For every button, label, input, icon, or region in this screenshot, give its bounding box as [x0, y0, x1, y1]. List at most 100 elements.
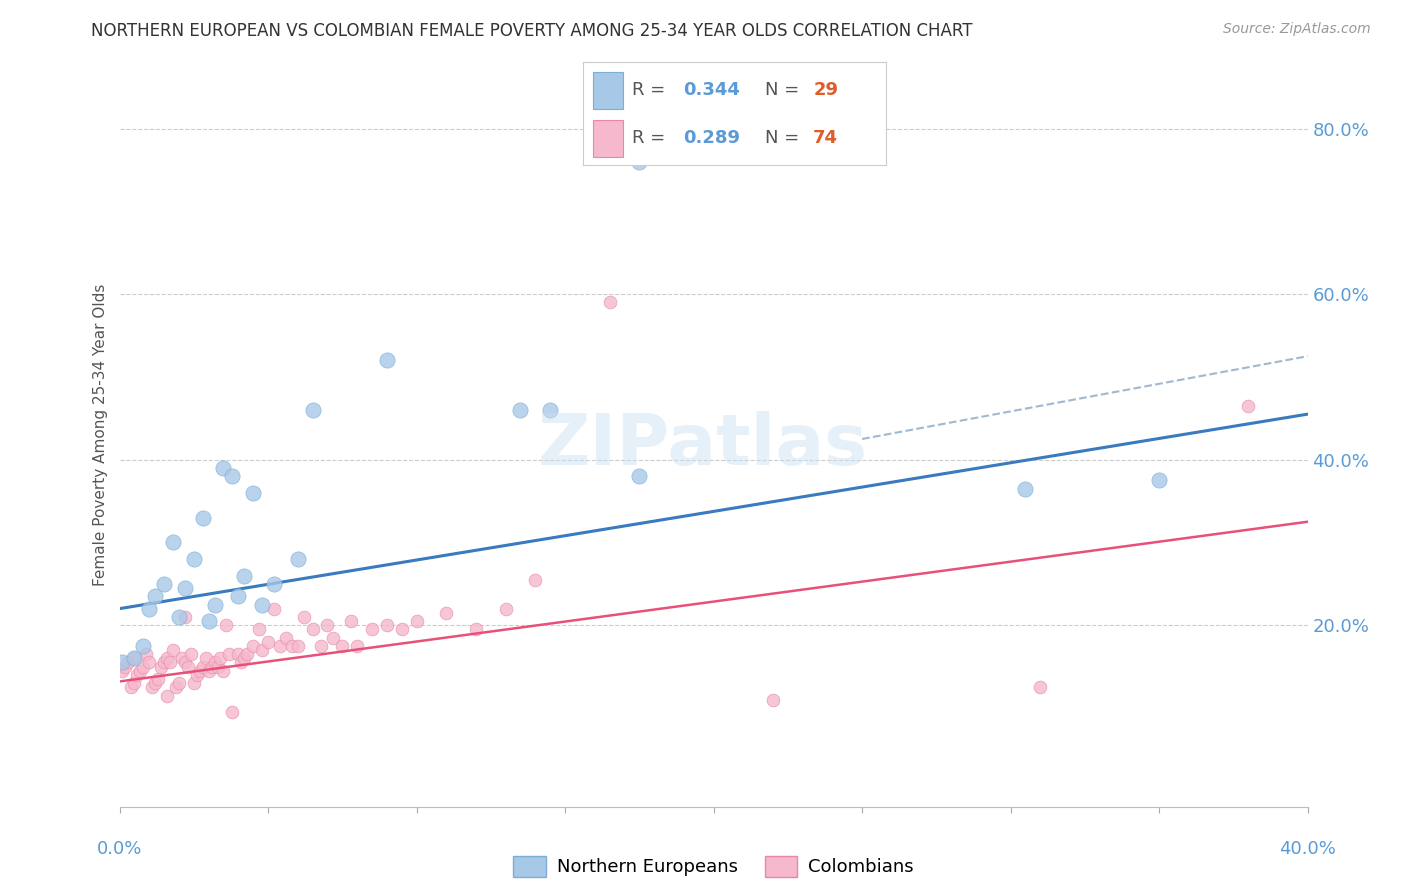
Point	[281, 639, 304, 653]
Point	[141, 680, 163, 694]
Point	[233, 568, 256, 582]
Point	[191, 659, 214, 673]
Point	[183, 676, 205, 690]
Point	[173, 610, 195, 624]
Point	[538, 403, 561, 417]
Point	[263, 577, 285, 591]
Point	[375, 618, 398, 632]
Point	[599, 295, 621, 310]
Point	[212, 664, 235, 678]
Point	[153, 577, 176, 591]
Point	[228, 589, 250, 603]
Text: NORTHERN EUROPEAN VS COLOMBIAN FEMALE POVERTY AMONG 25-34 YEAR OLDS CORRELATION : NORTHERN EUROPEAN VS COLOMBIAN FEMALE PO…	[91, 22, 973, 40]
Point	[1147, 474, 1170, 488]
Point	[129, 664, 152, 678]
Point	[242, 639, 264, 653]
Point	[132, 639, 155, 653]
Point	[138, 656, 160, 670]
Point	[221, 469, 243, 483]
Text: 0.289: 0.289	[683, 129, 740, 147]
Point	[301, 403, 323, 417]
Text: 0.0%: 0.0%	[97, 840, 142, 858]
Point	[228, 647, 250, 661]
Point	[242, 485, 264, 500]
Point	[159, 656, 181, 670]
Bar	[592, 71, 623, 109]
Point	[1014, 482, 1036, 496]
Point	[180, 647, 202, 661]
Point	[257, 634, 280, 648]
Point	[1237, 399, 1260, 413]
Point	[218, 647, 240, 661]
Point	[233, 651, 256, 665]
Point	[188, 664, 211, 678]
Point	[231, 656, 253, 670]
Text: Source: ZipAtlas.com: Source: ZipAtlas.com	[1223, 22, 1371, 37]
Point	[117, 656, 139, 670]
Text: 0.344: 0.344	[683, 81, 740, 99]
Point	[316, 618, 339, 632]
Text: 74: 74	[813, 129, 838, 147]
Point	[330, 639, 353, 653]
Point	[194, 651, 217, 665]
Point	[162, 535, 184, 549]
Point	[464, 623, 486, 637]
Point	[177, 659, 200, 673]
Text: N =: N =	[765, 129, 804, 147]
Point	[156, 689, 179, 703]
Point	[207, 659, 229, 673]
Point	[524, 573, 547, 587]
Point	[346, 639, 368, 653]
Point	[124, 676, 146, 690]
Point	[183, 552, 205, 566]
Point	[628, 469, 651, 483]
Text: N =: N =	[765, 81, 804, 99]
Point	[292, 610, 315, 624]
Point	[375, 353, 398, 368]
Point	[156, 651, 179, 665]
Point	[274, 631, 297, 645]
Point	[186, 668, 208, 682]
Text: R =: R =	[631, 81, 671, 99]
Point	[120, 680, 142, 694]
Point	[215, 618, 238, 632]
Point	[391, 623, 413, 637]
Point	[495, 601, 517, 615]
Point	[287, 552, 309, 566]
Text: ZIPatlas: ZIPatlas	[538, 411, 868, 481]
Point	[340, 614, 363, 628]
Point	[200, 659, 222, 673]
Point	[135, 647, 157, 661]
Point	[250, 598, 273, 612]
Point	[204, 656, 226, 670]
Point	[250, 643, 273, 657]
Point	[162, 643, 184, 657]
Point	[124, 651, 146, 665]
Point	[191, 510, 214, 524]
Point	[143, 589, 166, 603]
Point	[762, 692, 785, 706]
Point	[146, 672, 169, 686]
Point	[138, 601, 160, 615]
Point	[197, 664, 219, 678]
Point	[114, 659, 136, 673]
Point	[434, 606, 457, 620]
Point	[361, 623, 384, 637]
Legend: Northern Europeans, Colombians: Northern Europeans, Colombians	[506, 848, 921, 884]
Text: R =: R =	[631, 129, 671, 147]
Point	[311, 639, 333, 653]
Point	[247, 623, 270, 637]
Point	[111, 664, 134, 678]
Bar	[592, 120, 623, 157]
Point	[236, 647, 259, 661]
Point	[204, 598, 226, 612]
Point	[165, 680, 187, 694]
Point	[269, 639, 291, 653]
Point	[143, 676, 166, 690]
Point	[197, 614, 219, 628]
Point	[287, 639, 309, 653]
Point	[150, 659, 173, 673]
Point	[127, 668, 149, 682]
Point	[153, 656, 176, 670]
Point	[509, 403, 531, 417]
